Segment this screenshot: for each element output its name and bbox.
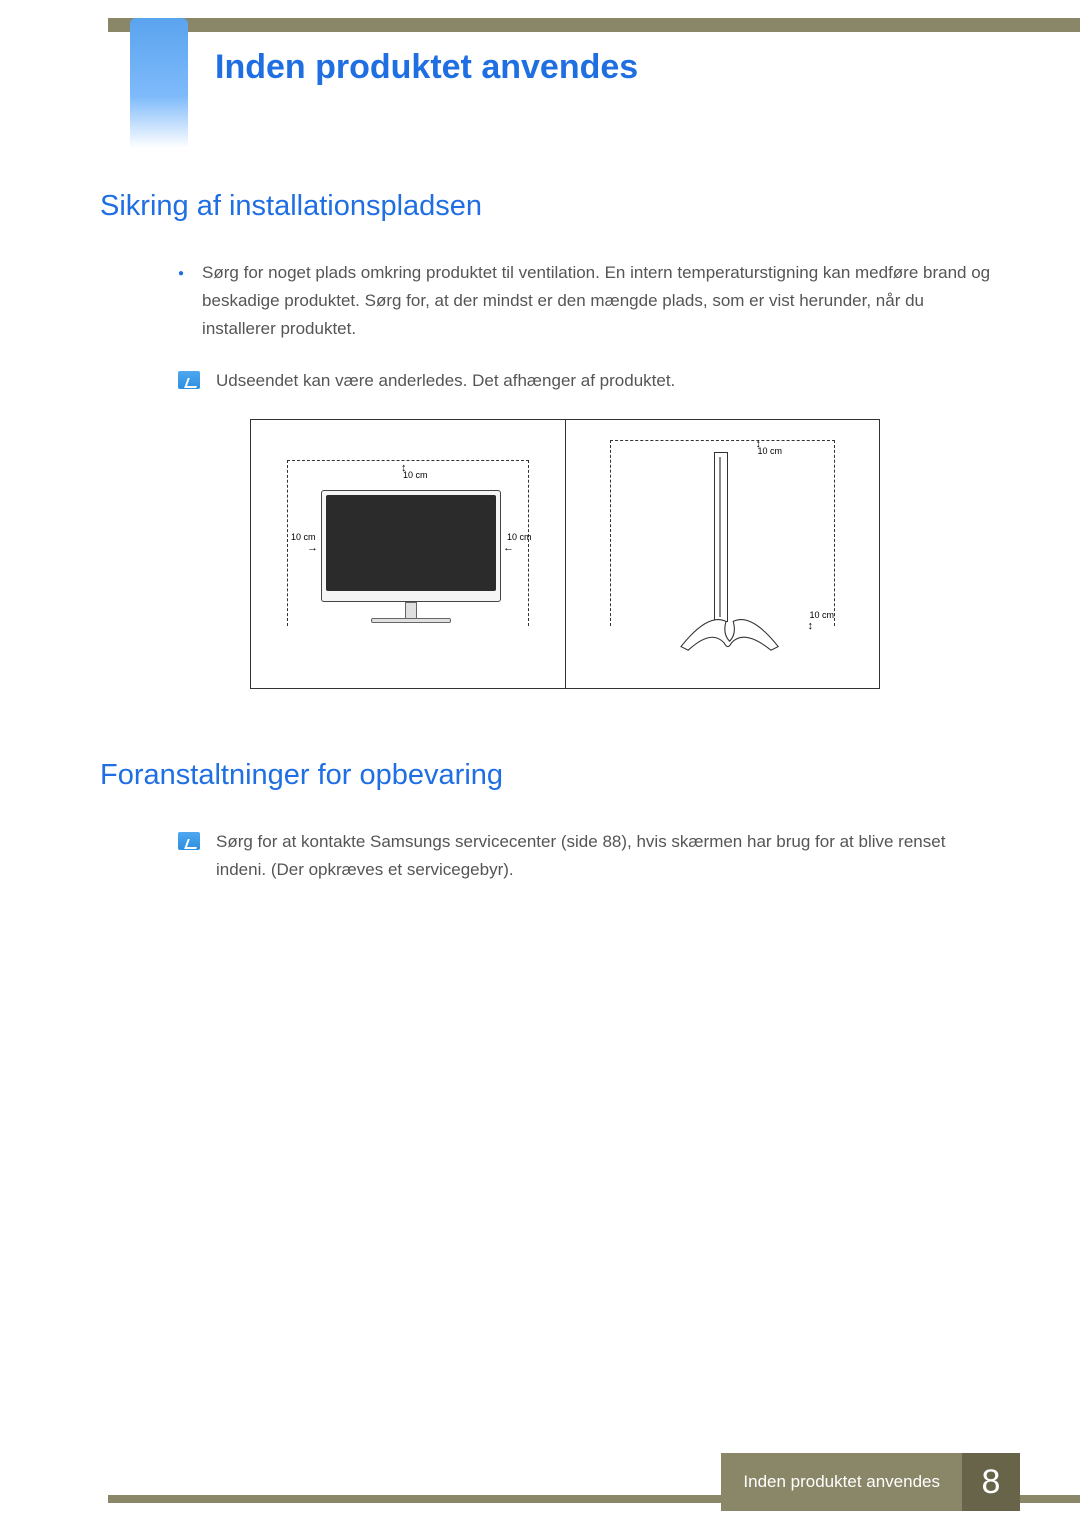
monitor-side-base — [666, 616, 786, 652]
section2-note: Sørg for at kontakte Samsungs servicecen… — [100, 828, 1030, 884]
monitor-side — [714, 452, 728, 622]
section1-bullet: ● Sørg for noget plads omkring produktet… — [100, 259, 1030, 343]
diagram-side-view: 10 cm ↕ 10 cm ↕ — [566, 420, 880, 688]
section1-bullet-text: Sørg for noget plads omkring produktet t… — [202, 259, 1000, 343]
diagram-front-view: 10 cm ↕ 10 cm → 10 cm ← — [251, 420, 566, 688]
dim-side-top: 10 cm — [758, 446, 783, 456]
section1-note-text: Udseendet kan være anderledes. Det afhæn… — [216, 367, 675, 395]
chapter-tab — [130, 18, 188, 148]
page-title: Inden produktet anvendes — [215, 48, 638, 87]
note-icon — [178, 371, 200, 389]
note-icon — [178, 832, 200, 850]
bullet-icon: ● — [178, 259, 184, 343]
monitor-front — [321, 490, 501, 602]
section2-note-text: Sørg for at kontakte Samsungs servicecen… — [216, 828, 1000, 884]
footer-block: Inden produktet anvendes 8 — [721, 1453, 1020, 1511]
section1-heading: Sikring af installationspladsen — [100, 190, 1030, 223]
footer-label: Inden produktet anvendes — [721, 1453, 962, 1511]
dim-front-right: 10 cm — [507, 532, 532, 542]
content-area: Sikring af installationspladsen ● Sørg f… — [0, 190, 1080, 908]
section1-note: Udseendet kan være anderledes. Det afhæn… — [100, 367, 1030, 395]
section2-heading: Foranstaltninger for opbevaring — [100, 759, 1030, 792]
clearance-diagram: 10 cm ↕ 10 cm → 10 cm ← 10 cm ↕ 10 cm ↕ — [250, 419, 880, 689]
dim-side-right: 10 cm — [810, 610, 835, 620]
dim-front-top: 10 cm — [403, 470, 428, 480]
dim-front-left: 10 cm — [291, 532, 316, 542]
header-band — [108, 18, 1080, 32]
page-number: 8 — [962, 1453, 1020, 1511]
